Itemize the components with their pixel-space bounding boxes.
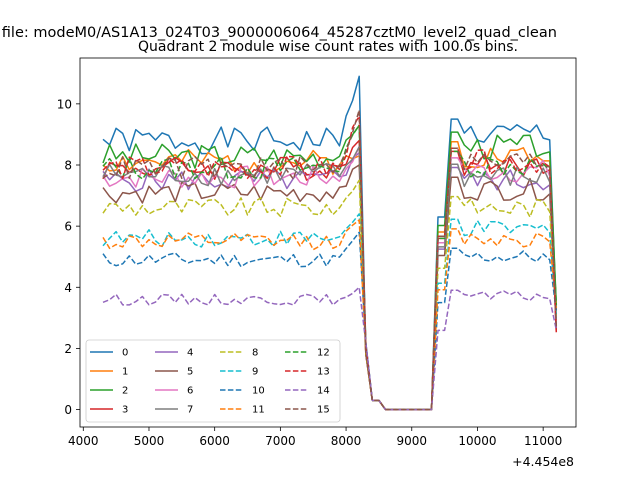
y-tick-label: 2: [64, 342, 72, 356]
legend-frame: [85, 339, 341, 423]
x-tick-label: 11000: [524, 434, 562, 448]
series-line-8: [102, 179, 558, 411]
legend-label-2: 2: [122, 386, 128, 397]
legend-label-13: 13: [317, 367, 330, 378]
legend-label-5: 5: [187, 367, 193, 378]
x-tick-label: 5000: [134, 434, 165, 448]
series-line-4: [102, 152, 558, 411]
legend-label-4: 4: [187, 348, 193, 359]
x-tick-label: 6000: [199, 434, 230, 448]
series-lines: [102, 75, 558, 411]
chart-title: Quadrant 2 module wise count rates with …: [138, 39, 518, 55]
series-line-7: [102, 145, 558, 411]
legend-label-8: 8: [252, 348, 258, 359]
legend-label-6: 6: [187, 386, 193, 397]
x-tick-label: 10000: [458, 434, 496, 448]
legend-label-11: 11: [252, 405, 265, 416]
x-tick-label: 9000: [396, 434, 427, 448]
legend-label-7: 7: [187, 405, 193, 416]
x-tick-label: 7000: [265, 434, 296, 448]
x-axis: 4000 5000 6000 7000 8000 9000 10000 11000: [68, 427, 562, 448]
x-axis-offset-label: +4.454e8: [512, 454, 574, 469]
plot-area: [79, 57, 577, 428]
y-tick-label: 8: [64, 159, 72, 173]
series-line-0: [102, 75, 558, 411]
y-tick-label: 6: [64, 220, 72, 234]
y-axis: 0 2 4 6 8 10: [57, 97, 80, 417]
legend-label-0: 0: [122, 348, 128, 359]
series-line-9: [102, 213, 558, 411]
legend-label-15: 15: [317, 405, 330, 416]
series-line-15: [102, 109, 558, 411]
y-tick-label: 4: [64, 281, 72, 295]
plot-frame: [79, 57, 577, 428]
series-line-5: [102, 164, 558, 411]
legend-label-3: 3: [122, 405, 128, 416]
legend-label-1: 1: [122, 367, 128, 378]
legend-label-12: 12: [317, 348, 330, 359]
legend-label-14: 14: [317, 386, 330, 397]
series-line-14: [102, 286, 558, 411]
series-line-11: [102, 219, 558, 411]
x-tick-label: 4000: [68, 434, 99, 448]
figure-suptitle: n file: modeM0/AS1A13_024T03_9000006064_…: [0, 25, 557, 41]
y-tick-label: 10: [57, 97, 72, 111]
legend-label-10: 10: [252, 386, 265, 397]
x-tick-label: 8000: [331, 434, 362, 448]
y-tick-label: 0: [64, 403, 72, 417]
series-line-2: [102, 124, 558, 411]
legend-label-9: 9: [252, 367, 258, 378]
series-line-10: [102, 231, 558, 411]
